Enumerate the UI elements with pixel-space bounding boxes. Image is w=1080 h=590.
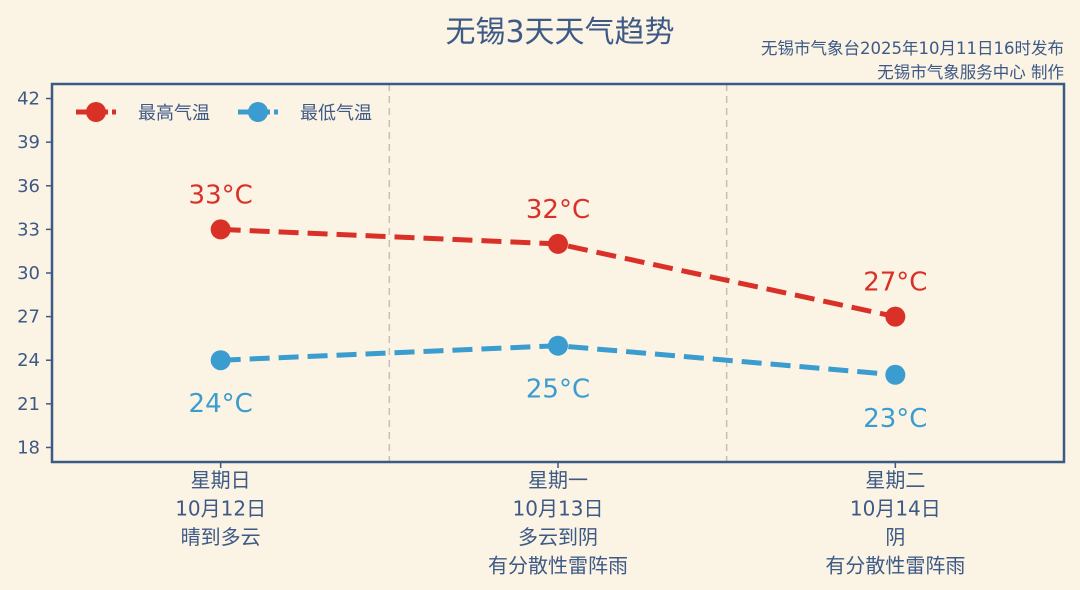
chart-subtitle-2: 无锡市气象服务中心 制作 [877,63,1064,82]
x-tick-label: 星期二 [865,468,925,492]
y-tick-label: 24 [17,350,40,371]
x-tick-label: 10月13日 [513,497,604,521]
data-point [548,233,568,254]
x-tick-label: 有分散性雷阵雨 [825,554,965,578]
chart-subtitle-1: 无锡市气象台2025年10月11日16时发布 [761,39,1064,58]
data-label: 24°C [189,389,253,419]
x-tick-label: 多云到阴 [518,525,598,549]
y-tick-label: 42 [17,89,40,110]
data-label: 33°C [189,180,253,210]
x-tick-label: 晴到多云 [181,525,261,549]
chart-title: 无锡3天天气趋势 [445,15,674,50]
data-point [210,219,231,240]
y-tick-label: 27 [17,307,40,328]
data-point [548,335,568,356]
x-tick-label: 星期一 [528,468,588,492]
y-tick-label: 18 [17,437,40,458]
data-label: 27°C [863,268,927,298]
data-label: 32°C [526,195,590,225]
y-tick-label: 30 [17,263,40,284]
y-tick-label: 39 [17,132,40,153]
data-label: 23°C [863,404,927,434]
x-tick-label: 10月14日 [850,497,941,521]
data-point [885,364,906,385]
x-tick-label: 星期日 [191,468,251,492]
x-tick-label: 阴 [885,525,905,549]
data-point [210,350,231,371]
data-label: 25°C [526,375,590,405]
legend-marker [248,102,268,122]
legend-label: 最高气温 [138,103,210,124]
x-tick-label: 有分散性雷阵雨 [488,554,628,578]
y-tick-label: 21 [17,394,40,415]
y-tick-label: 33 [17,219,40,240]
data-point [885,306,906,327]
y-tick-label: 36 [17,176,40,197]
x-tick-label: 10月12日 [175,497,266,521]
legend-marker [86,102,106,122]
legend-label: 最低气温 [300,103,372,124]
